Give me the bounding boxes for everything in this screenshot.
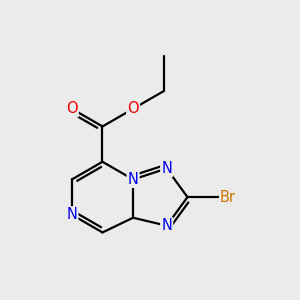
Text: N: N — [161, 161, 172, 176]
Text: O: O — [127, 101, 139, 116]
Text: Br: Br — [220, 190, 236, 205]
Text: O: O — [66, 101, 78, 116]
Text: N: N — [161, 218, 172, 233]
Text: N: N — [67, 207, 77, 222]
Text: N: N — [128, 172, 139, 187]
